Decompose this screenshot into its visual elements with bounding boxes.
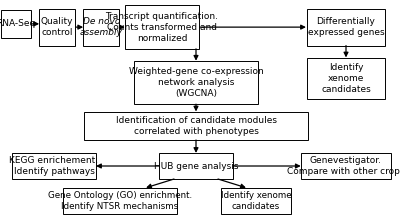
- Bar: [83, 9, 119, 46]
- Text: KEGG enrichement.
Identify pathways: KEGG enrichement. Identify pathways: [10, 156, 98, 176]
- Bar: [307, 9, 385, 46]
- Text: Genevestigator.
Compare with other crops: Genevestigator. Compare with other crops: [287, 156, 400, 176]
- Bar: [39, 9, 75, 46]
- Bar: [12, 153, 96, 179]
- Text: Quality
control: Quality control: [41, 17, 74, 37]
- Text: Gene Ontology (GO) enrichment.
Identify NTSR mechanisms: Gene Ontology (GO) enrichment. Identify …: [48, 191, 192, 211]
- Bar: [134, 61, 258, 104]
- Bar: [307, 58, 385, 99]
- Text: HUB gene analysis: HUB gene analysis: [154, 161, 238, 171]
- Text: Identify xenome
candidates: Identify xenome candidates: [221, 191, 291, 211]
- Text: Transcript quantification.
Counts transformed and
normalized: Transcript quantification. Counts transf…: [106, 12, 218, 43]
- Text: Differentially
expressed genes: Differentially expressed genes: [308, 17, 384, 37]
- Bar: [125, 5, 199, 49]
- Bar: [1, 10, 31, 38]
- Bar: [63, 188, 177, 214]
- Bar: [84, 112, 308, 140]
- Bar: [159, 153, 233, 179]
- Text: RNA-Seq: RNA-Seq: [0, 19, 36, 28]
- Text: Identify
xenome
candidates: Identify xenome candidates: [321, 62, 371, 94]
- Text: De novo
assembly: De novo assembly: [80, 17, 123, 37]
- Text: Weighted-gene co-expression
network analysis
(WGCNA): Weighted-gene co-expression network anal…: [129, 67, 263, 98]
- Bar: [221, 188, 291, 214]
- Text: Identification of candidate modules
correlated with phenotypes: Identification of candidate modules corr…: [116, 116, 276, 136]
- Bar: [301, 153, 391, 179]
